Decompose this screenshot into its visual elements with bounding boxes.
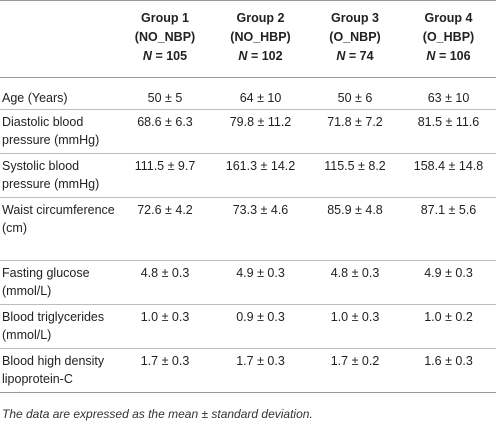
group-2-name: Group 2: [236, 11, 285, 25]
row-label: Blood high density lipoprotein-C: [2, 354, 105, 386]
header-group-1: Group 1 (NO_NBP) N = 105: [118, 1, 212, 78]
row-label: Waist circumference (cm): [2, 203, 115, 235]
table-cell: 4.9 ± 0.3: [236, 266, 285, 280]
table-row: Blood triglycerides (mmol/L) 1.0 ± 0.3 0…: [0, 305, 496, 349]
row-label: Fasting glucose (mmol/L): [2, 266, 90, 298]
group-1-n-value: = 105: [155, 49, 188, 63]
group-3-code: (O_NBP): [329, 30, 381, 44]
header-group-3: Group 3 (O_NBP) N = 74: [309, 1, 401, 78]
table-cell: 4.8 ± 0.3: [140, 266, 190, 280]
group-4-n-value: = 106: [438, 49, 471, 63]
table-cell: 1.7 ± 0.2: [330, 354, 380, 368]
header-group-4: Group 4 (O_HBP) N = 106: [401, 1, 496, 78]
table-cell: 72.6 ± 4.2: [137, 203, 193, 217]
table-cell: 161.3 ± 14.2: [225, 159, 296, 173]
group-1-name: Group 1: [141, 11, 189, 25]
table-header: Group 1 (NO_NBP) N = 105 Group 2 (NO_HBP…: [0, 0, 496, 78]
data-table: Group 1 (NO_NBP) N = 105 Group 2 (NO_HBP…: [0, 0, 496, 393]
table-cell: 79.8 ± 11.2: [229, 115, 292, 129]
table-cell: 1.0 ± 0.2: [424, 310, 473, 324]
row-label: Systolic blood pressure (mmHg): [2, 159, 100, 191]
table-cell: 50 ± 6: [337, 91, 373, 105]
group-2-n-value: = 102: [250, 49, 283, 63]
table-cell: 1.7 ± 0.3: [236, 354, 285, 368]
table-row: Diastolic blood pressure (mmHg) 68.6 ± 6…: [0, 110, 496, 154]
table-cell: 4.8 ± 0.3: [330, 266, 380, 280]
group-3-n-label: N: [336, 49, 346, 63]
group-4-name: Group 4: [424, 11, 473, 25]
row-label: Diastolic blood pressure (mmHg): [2, 115, 100, 147]
table-row: Fasting glucose (mmol/L) 4.8 ± 0.3 4.9 ±…: [0, 261, 496, 305]
table-row: Blood high density lipoprotein-C 1.7 ± 0…: [0, 349, 496, 393]
table-row: Systolic blood pressure (mmHg) 111.5 ± 9…: [0, 154, 496, 198]
group-4-n-label: N: [426, 49, 436, 63]
table-body: Age (Years) 50 ± 5 64 ± 10 50 ± 6 63 ± 1…: [0, 78, 496, 393]
table-cell: 63 ± 10: [427, 91, 470, 105]
group-2-code: (NO_HBP): [230, 30, 291, 44]
header-row: Group 1 (NO_NBP) N = 105 Group 2 (NO_HBP…: [0, 0, 496, 78]
table-row: Waist circumference (cm) 72.6 ± 4.2 73.3…: [0, 198, 496, 261]
table-cell: 1.6 ± 0.3: [424, 354, 473, 368]
table-cell: 4.9 ± 0.3: [424, 266, 473, 280]
table-cell: 71.8 ± 7.2: [327, 115, 383, 129]
group-4-n: N = 106: [401, 47, 496, 66]
table-cell: 73.3 ± 4.6: [232, 203, 289, 217]
group-2-n: N = 102: [212, 47, 309, 66]
row-label: Age (Years): [2, 91, 68, 105]
group-4-code: (O_HBP): [422, 30, 475, 44]
table-footnote: The data are expressed as the mean ± sta…: [2, 407, 313, 421]
header-empty: [0, 1, 118, 78]
group-1-n-label: N: [142, 49, 152, 63]
table-cell: 158.4 ± 14.8: [413, 159, 484, 173]
table-cell: 85.9 ± 4.8: [327, 203, 383, 217]
group-3-n-value: = 74: [348, 49, 374, 63]
header-group-2: Group 2 (NO_HBP) N = 102: [212, 1, 309, 78]
group-3-n: N = 74: [309, 47, 401, 66]
table-cell: 1.7 ± 0.3: [140, 354, 190, 368]
table-cell: 0.9 ± 0.3: [236, 310, 285, 324]
table-cell: 68.6 ± 6.3: [137, 115, 193, 129]
table-cell: 81.5 ± 11.6: [417, 115, 480, 129]
table-cell: 50 ± 5: [147, 91, 183, 105]
table-cell: 1.0 ± 0.3: [140, 310, 190, 324]
row-label: Blood triglycerides (mmol/L): [2, 310, 105, 342]
table-cell: 111.5 ± 9.7: [134, 159, 196, 173]
table-row: Age (Years) 50 ± 5 64 ± 10 50 ± 6 63 ± 1…: [0, 78, 496, 110]
table-cell: 87.1 ± 5.6: [420, 203, 477, 217]
group-2-n-label: N: [238, 49, 248, 63]
group-1-n: N = 105: [118, 47, 212, 66]
table-cell: 115.5 ± 8.2: [324, 159, 386, 173]
group-1-code: (NO_NBP): [134, 30, 196, 44]
table-cell: 64 ± 10: [239, 91, 282, 105]
group-3-name: Group 3: [331, 11, 379, 25]
table-cell: 1.0 ± 0.3: [330, 310, 380, 324]
